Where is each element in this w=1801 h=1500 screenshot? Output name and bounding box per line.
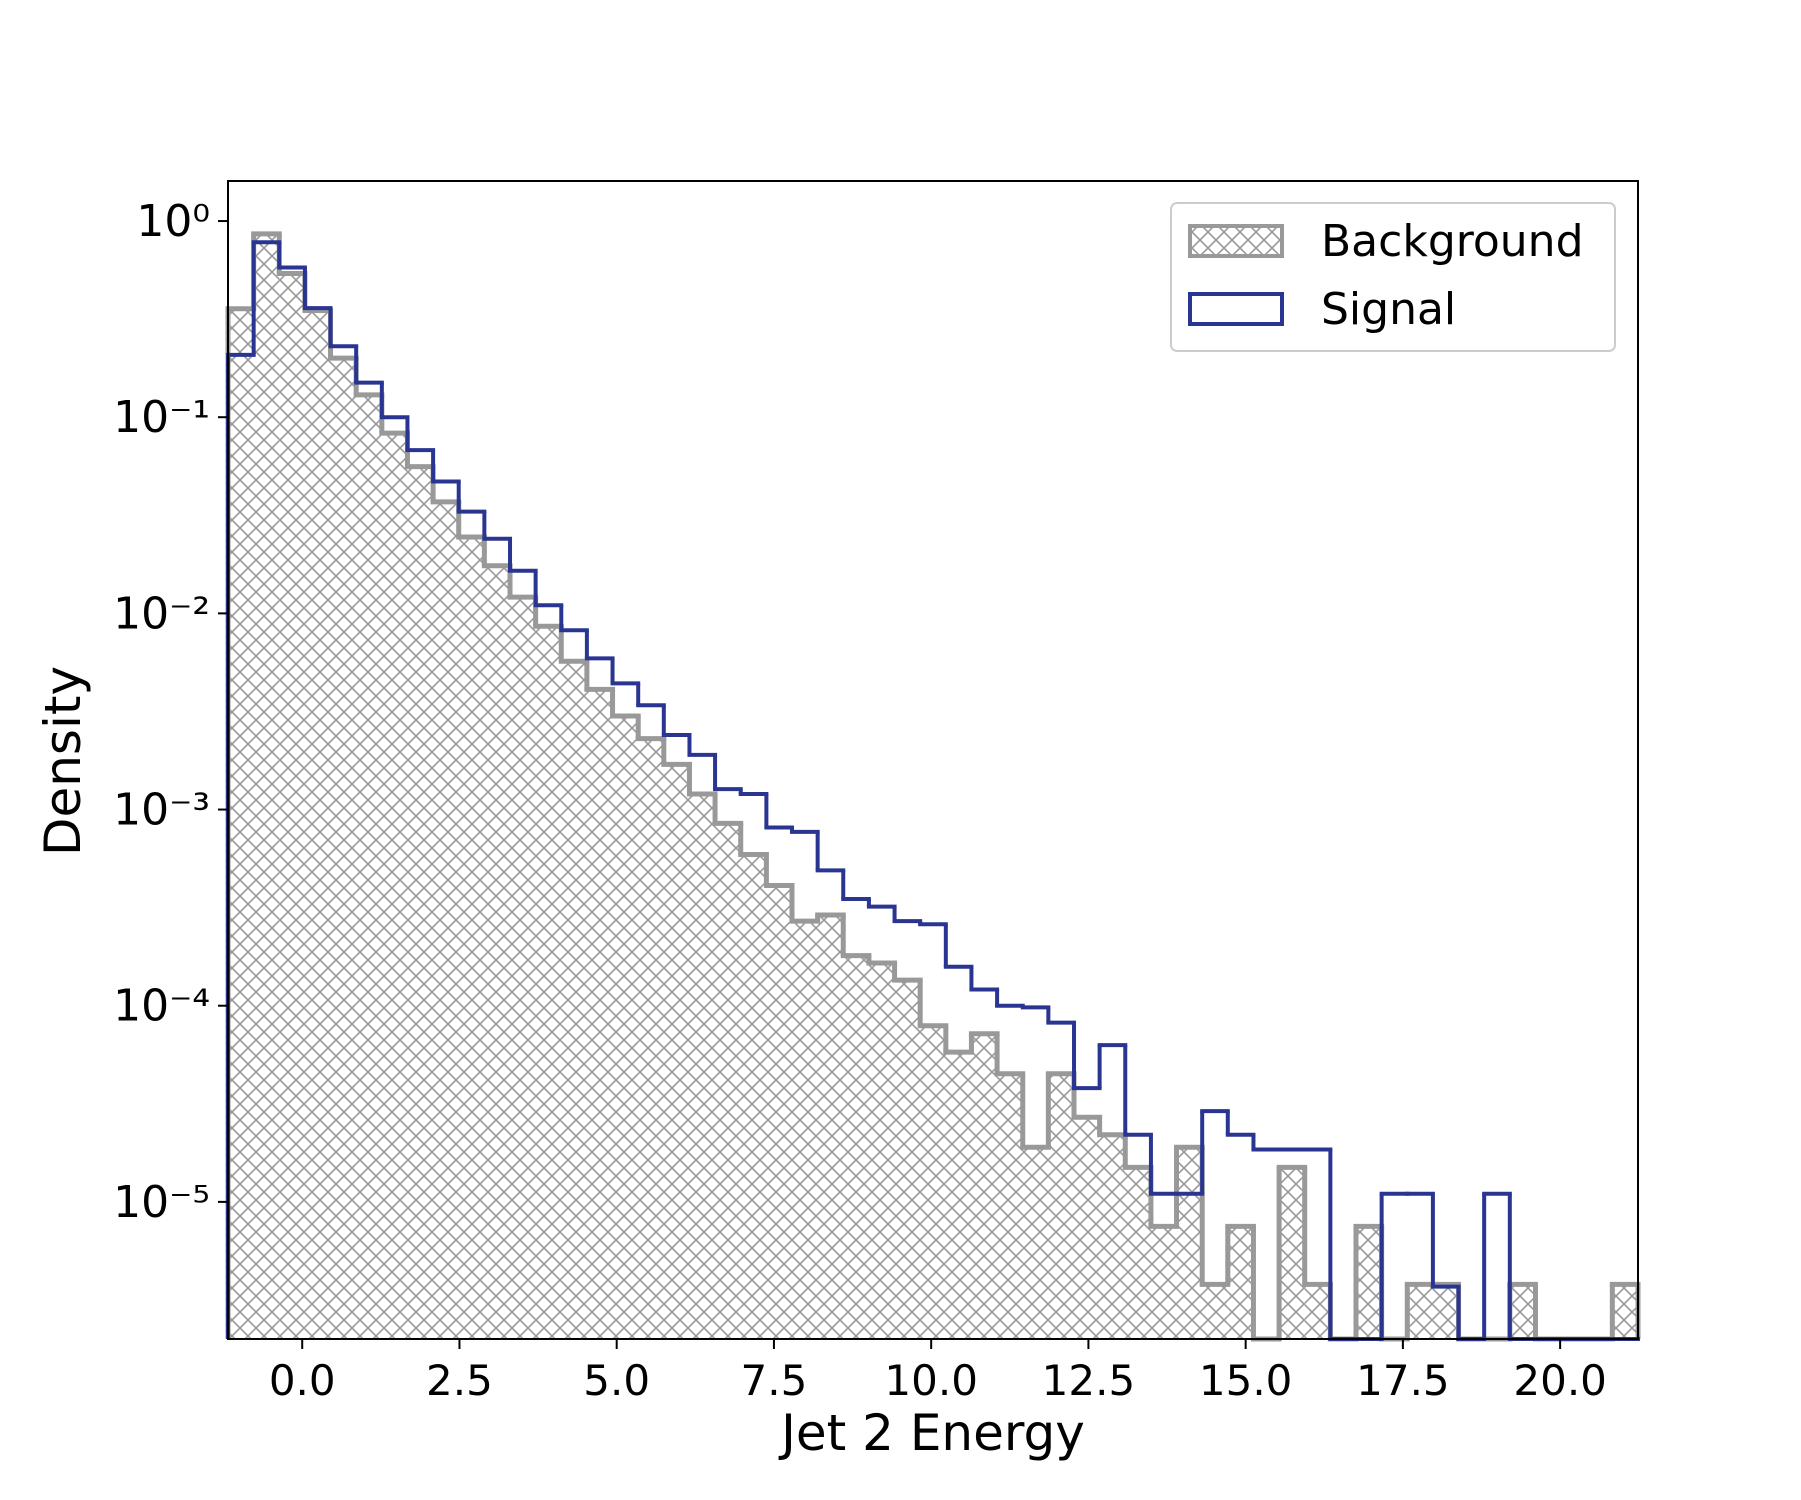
bar <box>1407 1284 1433 1339</box>
y-tick-label: 10⁰ <box>136 196 210 247</box>
bar <box>561 661 587 1339</box>
bar <box>1509 1284 1536 1339</box>
bar <box>535 626 562 1339</box>
x-tick-label: 10.0 <box>884 1356 978 1405</box>
bar <box>356 394 382 1339</box>
bar <box>1612 1284 1638 1339</box>
x-tick-label: 17.5 <box>1356 1356 1450 1405</box>
bar <box>971 1033 998 1339</box>
axes-frame <box>227 180 1639 1340</box>
legend-swatch <box>1188 224 1284 258</box>
bar <box>1125 1167 1151 1339</box>
bar <box>945 1052 972 1339</box>
bar <box>433 501 459 1340</box>
bar <box>304 310 331 1340</box>
bar <box>689 794 716 1339</box>
bar <box>894 980 921 1339</box>
legend-swatch <box>1188 292 1284 326</box>
bar <box>279 273 305 1339</box>
x-tick-label: 0.0 <box>269 1356 336 1405</box>
bar <box>715 823 741 1339</box>
bar <box>612 715 639 1339</box>
x-tick-label: 5.0 <box>583 1356 650 1405</box>
bar <box>1304 1284 1331 1339</box>
legend: Background Signal <box>1170 202 1616 352</box>
bar <box>843 955 869 1339</box>
bar <box>791 921 818 1339</box>
bar <box>1279 1167 1305 1339</box>
bar <box>663 764 690 1339</box>
bar <box>1022 1147 1049 1339</box>
bar <box>638 738 664 1339</box>
x-axis-label: Jet 2 Energy <box>778 1404 1085 1462</box>
bar <box>228 308 254 1339</box>
bar <box>586 689 613 1339</box>
bar <box>1202 1284 1228 1339</box>
plot-area <box>225 231 1641 1342</box>
x-tick-label: 2.5 <box>426 1356 493 1405</box>
bar <box>484 565 511 1339</box>
bar <box>253 233 280 1339</box>
bar <box>997 1073 1023 1339</box>
bar <box>1176 1147 1203 1339</box>
x-tick-label: 12.5 <box>1042 1356 1136 1405</box>
bar <box>868 963 895 1339</box>
bar <box>330 358 357 1339</box>
bar <box>1432 1284 1459 1339</box>
y-tick-label: 10⁻⁴ <box>113 981 210 1032</box>
y-tick-label: 10⁻¹ <box>113 392 210 443</box>
bar <box>1355 1226 1382 1339</box>
x-tick-label: 7.5 <box>741 1356 808 1405</box>
legend-label: Signal <box>1321 284 1456 335</box>
x-tick-label: 15.0 <box>1199 1356 1293 1405</box>
series-0 <box>225 231 1641 1342</box>
y-tick-label: 10⁻⁵ <box>113 1177 210 1228</box>
y-axis-label: Density <box>34 666 92 856</box>
bar <box>740 854 767 1339</box>
bar <box>817 915 844 1339</box>
legend-label: Background <box>1321 216 1584 267</box>
bar <box>1099 1134 1126 1339</box>
bar <box>1074 1117 1100 1339</box>
bar <box>766 885 792 1339</box>
bar <box>458 537 485 1339</box>
bar <box>1150 1226 1177 1339</box>
bar <box>510 597 536 1339</box>
bar <box>920 1025 946 1339</box>
bar <box>381 433 408 1339</box>
x-tick-label: 20.0 <box>1513 1356 1607 1405</box>
bar <box>407 466 434 1339</box>
bar <box>1048 1073 1075 1339</box>
y-tick-label: 10⁻² <box>113 588 210 639</box>
bar <box>1227 1226 1254 1339</box>
y-tick-label: 10⁻³ <box>113 785 210 836</box>
